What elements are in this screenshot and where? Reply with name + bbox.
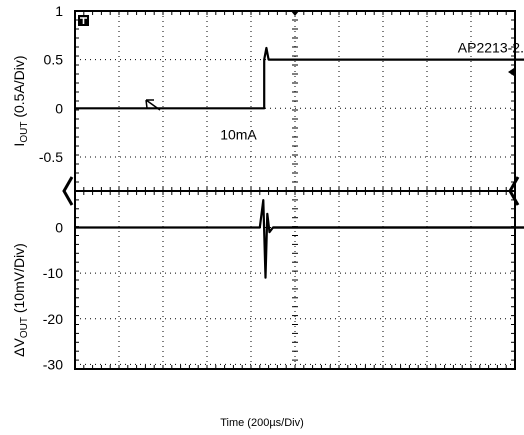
trigger-marker-icon: [78, 15, 89, 26]
axis-break-mark-right: [508, 176, 520, 206]
voltage-axis-title-sub: OUT: [19, 317, 30, 338]
voltage-axis-title-unit: (10mV/Div): [11, 243, 27, 317]
current-axis-title-sub: OUT: [19, 122, 30, 143]
axis-break-mark-left: [62, 176, 74, 206]
annotation-arrow: [145, 99, 161, 111]
time-marker-icon: [291, 11, 299, 16]
current-ytick-label: 0.5: [44, 52, 64, 68]
current-ytick-label: 0: [55, 100, 63, 116]
current-ytick-label: -0.5: [39, 149, 63, 165]
annotation-device-label: AP2213-2.5: [458, 40, 524, 56]
x-axis-title: Time (200µs/Div): [220, 417, 304, 429]
current-axis-title-main: I: [11, 143, 27, 147]
voltage-axis-title-main: ΔV: [11, 338, 27, 357]
voltage-axis-title: ΔVOUT (10mV/Div): [11, 243, 30, 357]
voltage-ytick-label: -10: [43, 265, 63, 281]
current-trace-0: [75, 46, 524, 110]
current-axis-title-unit: (0.5A/Div): [11, 55, 27, 121]
trace-layer: [75, 46, 524, 279]
current-axis-title: IOUT (0.5A/Div): [11, 55, 30, 146]
voltage-trace-0: [75, 199, 524, 279]
annotation-10ma-label: 10mA: [220, 126, 257, 142]
tick-layer: 1 0.5 0 -0.5 0 -10 -20 -30: [39, 3, 515, 372]
voltage-ytick-label: 0: [55, 220, 63, 236]
voltage-ytick-label: -30: [43, 356, 63, 372]
current-ytick-label: 1: [55, 3, 63, 19]
voltage-ytick-label: -20: [43, 311, 63, 327]
level-marker-icon: [508, 68, 514, 76]
